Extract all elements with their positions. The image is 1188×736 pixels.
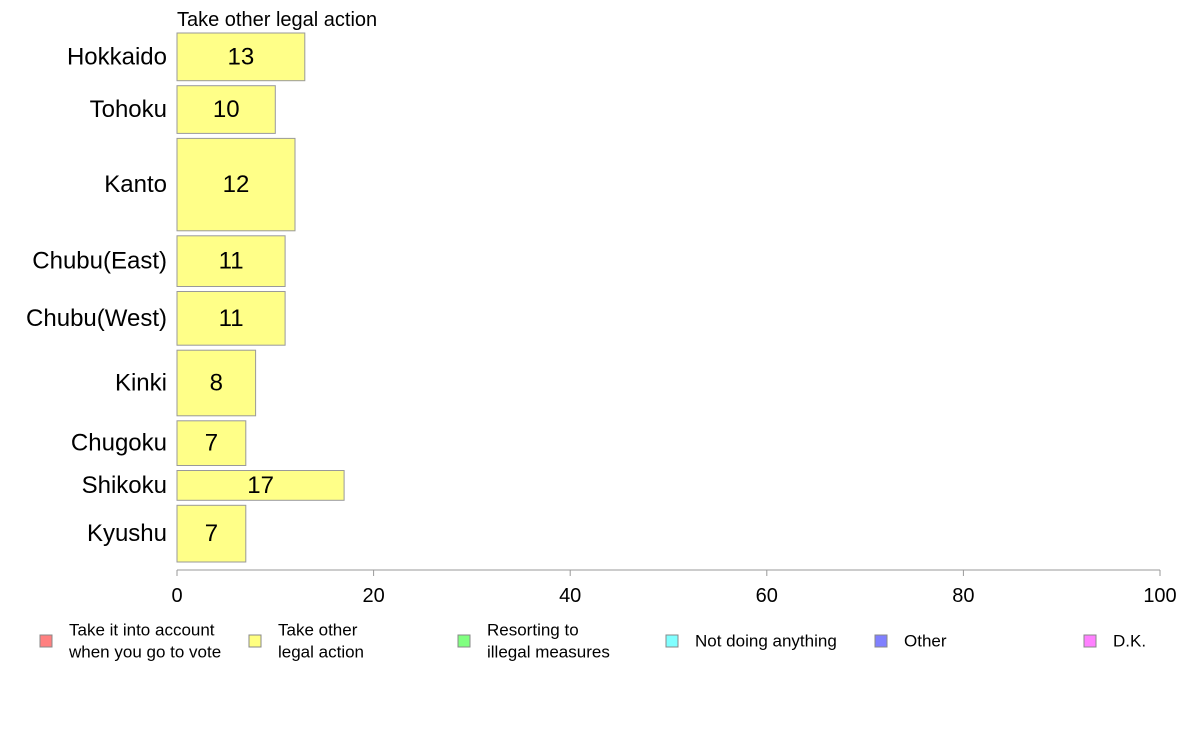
legend-label: Resorting to (487, 621, 579, 640)
category-label: Shikoku (82, 472, 167, 499)
category-label: Tohoku (90, 96, 167, 123)
bar (176, 420, 247, 466)
legend-swatch (457, 634, 471, 648)
legend-swatch (1083, 634, 1097, 648)
bar-value-label: 13 (228, 43, 255, 70)
legend-swatch (874, 634, 888, 648)
legend-label: when you go to vote (68, 643, 221, 662)
bar (176, 291, 286, 346)
legend-swatch (248, 634, 262, 648)
bar-value-label: 12 (223, 171, 250, 198)
bar-value-label: 7 (205, 430, 218, 457)
legend-label: Take it into account (69, 621, 215, 640)
bar (176, 349, 257, 417)
x-tick-label: 60 (756, 585, 778, 607)
bar-value-label: 7 (205, 520, 218, 547)
legend-swatch (39, 634, 53, 648)
bar-value-label: 10 (213, 96, 240, 123)
legend-swatch (665, 634, 679, 648)
legend-label: Take other (278, 621, 358, 640)
legend: Take it into account when you go to vote T… (39, 621, 1146, 662)
x-tick-label: 100 (1143, 585, 1176, 607)
x-axis: 0 20 40 60 80 100 (171, 569, 1177, 607)
bar (176, 504, 247, 563)
bar (176, 235, 286, 288)
x-tick-label: 20 (362, 585, 384, 607)
category-label: Kinki (115, 370, 167, 397)
category-label: Chubu(East) (32, 248, 167, 275)
bar (176, 32, 306, 82)
bar-value-label: 11 (219, 305, 244, 332)
x-tick-label: 0 (171, 585, 182, 607)
legend-label: Other (904, 632, 947, 651)
legend-label: Not doing anything (695, 632, 837, 651)
bar-value-label: 8 (210, 370, 223, 397)
chart-title: Take other legal action (177, 9, 377, 31)
bar (176, 470, 345, 501)
bar (176, 137, 296, 232)
bar (176, 85, 276, 134)
x-tick-label: 40 (559, 585, 581, 607)
category-label: Chugoku (71, 430, 167, 457)
legend-label: legal action (278, 643, 364, 662)
legend-label: illegal measures (487, 643, 610, 662)
bar-value-label: 17 (247, 472, 274, 499)
legend-label: D.K. (1113, 632, 1146, 651)
category-label: Kyushu (87, 520, 167, 547)
category-label: Kanto (104, 171, 167, 198)
x-tick-label: 80 (952, 585, 974, 607)
bar-value-label: 11 (219, 248, 244, 275)
bars: Hokkaido 13 Tohoku 10 Kanto 12 Chubu(East) 11 Ch… (26, 32, 345, 563)
category-label: Chubu(West) (26, 305, 167, 332)
category-label: Hokkaido (67, 43, 167, 70)
